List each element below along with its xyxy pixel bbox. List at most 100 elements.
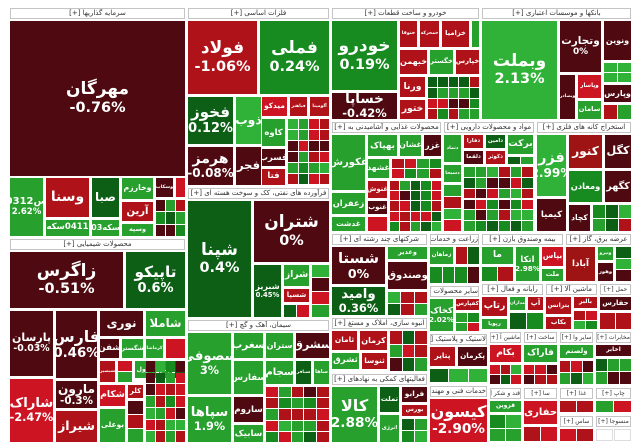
stock-tile-small[interactable] <box>390 191 400 201</box>
stock-tile-small[interactable] <box>586 311 597 320</box>
stock-tile-small[interactable] <box>414 304 427 315</box>
stock-tile[interactable]: تملت <box>380 387 399 412</box>
stock-tile[interactable]: شتران 0% <box>254 201 329 262</box>
stock-tile-small[interactable] <box>606 218 618 231</box>
stock-tile[interactable]: سشرق <box>296 333 329 358</box>
stock-tile-small[interactable] <box>487 177 498 188</box>
stock-tile-small[interactable] <box>574 320 585 329</box>
stock-tile-small[interactable] <box>166 419 175 431</box>
stock-tile[interactable]: دتماد <box>444 135 461 162</box>
stock-tile[interactable]: آپ <box>528 297 543 310</box>
stock-tile-small[interactable] <box>291 387 304 398</box>
stock-tile[interactable]: شگستر <box>122 339 143 358</box>
stock-tile-small[interactable] <box>319 119 329 129</box>
stock-tile-small[interactable] <box>401 304 414 315</box>
stock-tile-small[interactable] <box>278 409 291 420</box>
stock-tile-small[interactable] <box>431 211 441 221</box>
stock-tile[interactable]: کفپارس <box>456 299 479 310</box>
stock-tile-small[interactable] <box>618 73 631 82</box>
stock-tile[interactable]: وصندوق <box>388 262 427 289</box>
stock-tile-small[interactable] <box>298 174 308 184</box>
stock-tile-small[interactable] <box>278 398 291 409</box>
stock-tile-small[interactable] <box>560 401 576 412</box>
stock-tile-small[interactable] <box>444 196 461 208</box>
stock-tile-small[interactable] <box>278 431 291 442</box>
stock-tile-small[interactable] <box>428 87 438 98</box>
stock-tile-small[interactable] <box>438 109 448 119</box>
stock-tile-small[interactable] <box>541 427 557 441</box>
stock-tile-small[interactable] <box>266 420 278 431</box>
stock-tile-small[interactable] <box>298 119 308 129</box>
stock-tile-small[interactable] <box>166 224 175 236</box>
stock-tile-small[interactable] <box>438 77 448 87</box>
stock-tile-small[interactable] <box>146 361 155 372</box>
stock-tile[interactable]: کیسون -2.90% <box>430 399 487 442</box>
stock-tile-small[interactable] <box>618 63 631 72</box>
sector-header[interactable]: خودرو و ساخت قطعات [+] <box>332 8 479 19</box>
stock-tile[interactable]: ختوقا <box>400 21 417 47</box>
stock-tile-small[interactable] <box>176 212 185 224</box>
sector-header[interactable]: محصولات غذایی و آشامیدنی به [+] <box>332 122 441 133</box>
stock-tile[interactable]: خبهمن <box>400 50 427 74</box>
stock-tile[interactable]: شراز <box>284 265 309 286</box>
stock-tile-small[interactable] <box>448 77 459 87</box>
sector-header[interactable]: زراعت و خدمات وا [+] <box>430 234 479 245</box>
stock-tile-small[interactable] <box>596 429 613 441</box>
stock-tile-small[interactable] <box>166 407 175 419</box>
stock-tile-small[interactable] <box>417 159 429 168</box>
stock-tile-small[interactable] <box>166 384 175 396</box>
stock-tile-small[interactable] <box>606 205 618 218</box>
stock-tile-small[interactable] <box>319 152 329 162</box>
stock-tile-small[interactable] <box>522 199 533 210</box>
stock-tile-small[interactable] <box>464 177 475 188</box>
stock-tile-small[interactable] <box>415 344 427 358</box>
stock-tile-small[interactable] <box>392 159 404 168</box>
stock-tile[interactable]: رتاپ <box>482 297 507 316</box>
stock-tile-small[interactable] <box>431 191 441 201</box>
sector-header[interactable]: سایر وا [+] <box>560 332 593 343</box>
stock-tile-small[interactable] <box>464 199 475 210</box>
sector-header[interactable]: ماشین آ [+] <box>490 332 521 343</box>
stock-tile[interactable]: قزوین <box>490 401 521 412</box>
stock-tile-small[interactable] <box>535 375 546 384</box>
stock-tile[interactable]: ونیرو <box>598 247 613 260</box>
stock-tile-small[interactable] <box>614 401 631 412</box>
stock-tile-small[interactable] <box>304 398 317 409</box>
stock-tile-small[interactable] <box>428 98 438 109</box>
stock-tile-small[interactable] <box>388 304 401 315</box>
stock-tile[interactable]: رپویا <box>482 319 507 329</box>
stock-tile-small[interactable] <box>291 409 304 420</box>
stock-tile-small[interactable] <box>475 177 487 188</box>
stock-tile-small[interactable] <box>410 181 421 191</box>
stock-tile[interactable]: بپاس <box>542 247 563 266</box>
stock-tile-small[interactable] <box>304 409 317 420</box>
stock-tile-small[interactable] <box>482 267 497 281</box>
stock-tile-small[interactable] <box>176 372 185 384</box>
stock-tile-small[interactable] <box>176 224 185 236</box>
stock-tile-small[interactable] <box>392 169 404 178</box>
stock-tile-small[interactable] <box>468 313 479 322</box>
stock-tile-small[interactable] <box>304 431 317 442</box>
stock-tile[interactable]: فارس0.46% <box>56 311 97 378</box>
stock-tile-small[interactable] <box>128 415 143 428</box>
stock-tile[interactable]: فتا <box>262 169 285 185</box>
stock-tile-small[interactable] <box>604 63 617 72</box>
stock-tile[interactable]: فولاد -1.06% <box>188 21 257 94</box>
stock-tile-small[interactable] <box>468 322 479 331</box>
stock-tile[interactable]: صبا <box>92 178 119 217</box>
stock-tile[interactable]: تاپیکو 0.6% <box>126 252 185 308</box>
stock-tile-small[interactable] <box>604 105 617 119</box>
stock-tile[interactable]: شکام <box>100 385 125 406</box>
stock-tile[interactable]: پکرمان <box>458 347 487 366</box>
stock-tile-small[interactable] <box>317 420 329 431</box>
stock-tile-small[interactable] <box>431 221 441 231</box>
stock-tile[interactable]: شسپا <box>284 289 309 302</box>
stock-tile-small[interactable] <box>475 210 487 221</box>
stock-tile-small[interactable] <box>390 181 400 191</box>
stock-tile-small[interactable] <box>487 199 498 210</box>
stock-tile[interactable]: خگستر <box>430 50 453 74</box>
stock-tile[interactable]: شاراک -2.47% <box>10 379 53 442</box>
stock-tile-small[interactable] <box>309 130 319 140</box>
sector-header[interactable]: خدمات فنی و مهند [+] <box>430 386 487 397</box>
stock-tile[interactable]: میدکو <box>262 97 287 116</box>
